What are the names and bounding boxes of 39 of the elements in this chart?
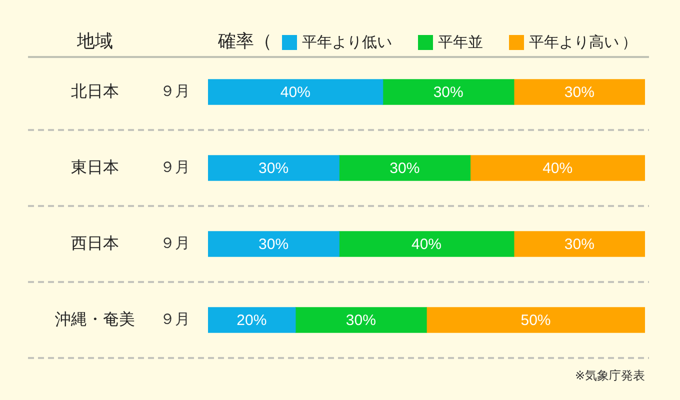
bar — [470, 155, 645, 181]
data-label: 30% — [390, 160, 420, 178]
bar — [208, 79, 384, 105]
text: ９月 — [160, 83, 190, 100]
text: ） — [622, 34, 637, 52]
data-label: 30% — [564, 84, 594, 102]
text: ９月 — [160, 159, 190, 176]
y-tick-label: 沖縄・奄美 — [55, 310, 135, 328]
legend-label: 平年並 — [438, 34, 483, 52]
bar — [295, 307, 427, 333]
data-label: 30% — [258, 160, 289, 178]
annotation: ※気象庁発表 — [574, 368, 645, 382]
data-label: 40% — [280, 84, 310, 102]
legend-label: 平年より高い — [529, 34, 619, 52]
data-label: 30% — [564, 236, 594, 254]
legend-title: 確率（ — [217, 30, 272, 51]
bar — [208, 155, 340, 181]
data-label: 30% — [258, 236, 289, 254]
y-axis-title: 地域 — [76, 30, 113, 51]
bar — [514, 79, 645, 105]
data-label: 40% — [411, 236, 442, 254]
text: ９月 — [160, 311, 190, 328]
legend-label: 平年より低い — [302, 34, 392, 52]
data-label: 30% — [433, 84, 464, 102]
bar — [208, 231, 340, 257]
y-tick-label: 西日本 — [71, 234, 119, 252]
bar — [338, 155, 471, 181]
data-label: 40% — [542, 160, 573, 178]
data-label: 30% — [346, 312, 376, 330]
data-label: 50% — [520, 312, 551, 330]
bar — [426, 307, 645, 333]
bar — [382, 79, 514, 105]
text: ９月 — [160, 235, 190, 252]
data-label: 20% — [236, 312, 267, 330]
y-tick-label: 北日本 — [71, 82, 119, 100]
bar — [338, 231, 514, 257]
bar — [208, 307, 296, 333]
bar — [514, 231, 645, 257]
y-tick-label: 東日本 — [71, 158, 119, 176]
